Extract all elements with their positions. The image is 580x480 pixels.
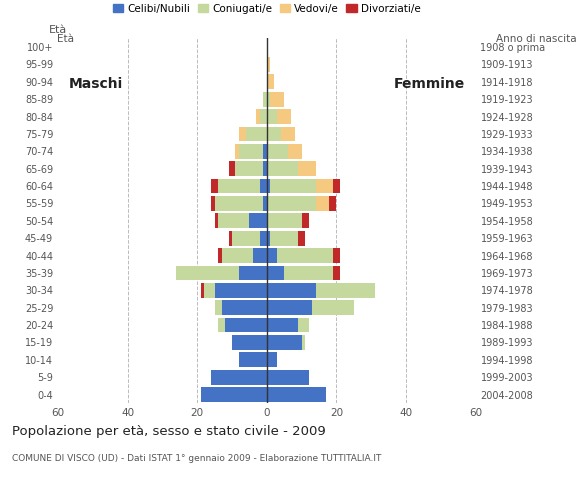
Bar: [302, 214, 309, 228]
Text: Popolazione per età, sesso e stato civile - 2009: Popolazione per età, sesso e stato civil…: [12, 425, 325, 438]
Bar: [267, 109, 277, 124]
Bar: [267, 265, 284, 280]
Bar: [270, 179, 316, 193]
Bar: [267, 231, 270, 246]
Bar: [316, 283, 375, 298]
Bar: [267, 283, 316, 298]
Bar: [267, 74, 274, 89]
Text: Femmine: Femmine: [394, 77, 465, 91]
Bar: [218, 318, 225, 333]
Bar: [239, 127, 246, 141]
Bar: [211, 370, 267, 384]
Bar: [215, 214, 218, 228]
Bar: [316, 196, 329, 211]
Bar: [229, 161, 235, 176]
Bar: [260, 231, 267, 246]
Bar: [229, 231, 232, 246]
Bar: [267, 387, 326, 402]
Bar: [218, 248, 222, 263]
Bar: [239, 144, 263, 159]
Bar: [267, 318, 298, 333]
Bar: [302, 335, 305, 350]
Bar: [176, 265, 239, 280]
Bar: [239, 265, 267, 280]
Bar: [218, 179, 260, 193]
Bar: [263, 161, 267, 176]
Bar: [333, 265, 340, 280]
Bar: [281, 127, 295, 141]
Bar: [232, 231, 260, 246]
Bar: [267, 248, 277, 263]
Bar: [215, 196, 263, 211]
Bar: [211, 196, 215, 211]
Bar: [329, 196, 336, 211]
Bar: [333, 248, 340, 263]
Bar: [267, 335, 302, 350]
Bar: [267, 92, 270, 107]
Bar: [316, 179, 333, 193]
Bar: [312, 300, 354, 315]
Bar: [204, 283, 215, 298]
Bar: [267, 214, 302, 228]
Bar: [277, 248, 333, 263]
Bar: [235, 161, 263, 176]
Bar: [218, 214, 249, 228]
Bar: [267, 370, 309, 384]
Text: COMUNE DI VISCO (UD) - Dati ISTAT 1° gennaio 2009 - Elaborazione TUTTITALIA.IT: COMUNE DI VISCO (UD) - Dati ISTAT 1° gen…: [12, 454, 381, 463]
Bar: [267, 57, 270, 72]
Bar: [201, 387, 267, 402]
Text: Età: Età: [49, 25, 67, 35]
Bar: [267, 179, 270, 193]
Bar: [225, 318, 267, 333]
Bar: [246, 127, 267, 141]
Bar: [253, 248, 267, 263]
Bar: [263, 196, 267, 211]
Bar: [215, 300, 222, 315]
Bar: [222, 248, 253, 263]
Bar: [211, 179, 218, 193]
Bar: [267, 196, 316, 211]
Bar: [235, 144, 239, 159]
Bar: [333, 179, 340, 193]
Legend: Celibi/Nubili, Coniugati/e, Vedovi/e, Divorziati/e: Celibi/Nubili, Coniugati/e, Vedovi/e, Di…: [111, 1, 423, 16]
Bar: [201, 283, 204, 298]
Bar: [277, 109, 291, 124]
Bar: [232, 335, 267, 350]
Text: Età: Età: [57, 34, 74, 44]
Bar: [267, 144, 288, 159]
Bar: [256, 109, 260, 124]
Bar: [267, 352, 277, 367]
Bar: [260, 179, 267, 193]
Bar: [249, 214, 267, 228]
Bar: [263, 144, 267, 159]
Text: Anno di nascita: Anno di nascita: [496, 34, 577, 44]
Bar: [239, 352, 267, 367]
Bar: [222, 300, 267, 315]
Bar: [298, 318, 309, 333]
Bar: [267, 161, 298, 176]
Bar: [263, 92, 267, 107]
Bar: [267, 127, 281, 141]
Bar: [288, 144, 302, 159]
Bar: [260, 109, 267, 124]
Bar: [298, 161, 316, 176]
Bar: [270, 231, 298, 246]
Text: Maschi: Maschi: [68, 77, 123, 91]
Bar: [284, 265, 333, 280]
Bar: [267, 300, 312, 315]
Bar: [270, 92, 284, 107]
Bar: [215, 283, 267, 298]
Bar: [298, 231, 305, 246]
